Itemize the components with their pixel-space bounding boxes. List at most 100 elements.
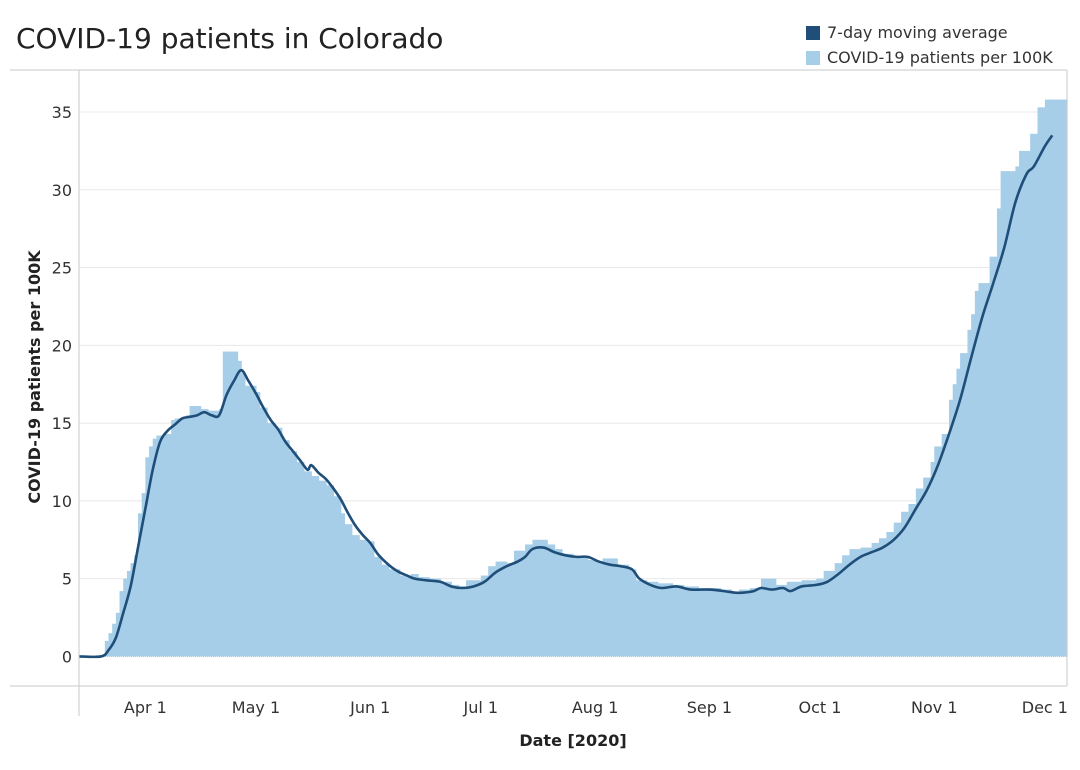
bar-2020-05-06 (274, 427, 283, 657)
bar-2020-05-18 (318, 480, 327, 657)
bar-2020-06-02 (373, 556, 382, 657)
bar-2020-07-23 (561, 553, 574, 657)
bar-2020-10-25 (908, 504, 917, 657)
x-tick-dec-1: Dec 1 (1022, 698, 1068, 717)
x-tick-jun-1: Jun 1 (349, 698, 390, 717)
bar-2020-03-22 (108, 633, 113, 657)
bar-2020-03-21 (104, 640, 110, 657)
bar-2020-12-03 (1052, 99, 1068, 657)
legend-item-patients[interactable]: COVID-19 patients per 100K (806, 45, 1053, 70)
bar-2020-06-14 (418, 577, 430, 657)
legend: 7-day moving average COVID-19 patients p… (806, 20, 1053, 70)
bar-2020-06-27 (466, 580, 482, 657)
bar-2020-10-27 (915, 488, 924, 657)
bar-2020-04-03 (152, 438, 158, 657)
bar-2020-06-12 (410, 574, 419, 657)
x-tick-oct-1: Oct 1 (799, 698, 842, 717)
bar-2020-07-30 (587, 560, 596, 657)
bar-2020-06-25 (458, 586, 467, 657)
bar-2020-11-29 (1037, 107, 1046, 657)
legend-label-moving-average: 7-day moving average (827, 23, 1008, 42)
bar-2020-11-24 (1019, 150, 1031, 657)
chart-title: COVID-19 patients in Colorado (16, 22, 444, 55)
bar-2020-07-01 (480, 575, 489, 657)
bar-2020-04-02 (149, 446, 154, 657)
bar-2020-11-07 (956, 368, 961, 657)
bar-2020-09-07 (731, 592, 740, 657)
bar-2020-12-01 (1044, 99, 1053, 657)
y-tick-10: 10 (52, 492, 72, 511)
plot-frame (10, 69, 1068, 716)
y-tick-15: 15 (52, 414, 72, 433)
bar-2020-09-30 (816, 578, 825, 657)
line-series-moving-average (78, 134, 1054, 659)
bar-2020-04-16 (200, 409, 209, 657)
moving-average-line (78, 134, 1054, 659)
bar-2020-10-09 (849, 549, 862, 657)
legend-item-moving-average[interactable]: 7-day moving average (806, 20, 1053, 45)
x-tick-nov-1: Nov 1 (911, 698, 958, 717)
bar-2020-05-25 (344, 524, 353, 657)
bar-2020-09-01 (709, 588, 722, 657)
bar-2020-10-07 (842, 555, 851, 657)
bar-2020-09-15 (761, 578, 777, 657)
bar-2020-09-22 (786, 581, 803, 657)
y-tick-35: 35 (52, 103, 72, 122)
bar-2020-06-09 (399, 575, 412, 657)
bar-2020-04-01 (145, 457, 150, 657)
y-tick-25: 25 (52, 259, 72, 278)
bar-2020-04-12 (185, 415, 191, 657)
bar-series-patients (104, 99, 1068, 657)
y-tick-20: 20 (52, 336, 72, 355)
bar-2020-05-01 (255, 392, 261, 657)
bar-2020-07-10 (514, 550, 526, 657)
bar-2020-05-24 (340, 513, 346, 657)
x-tick-jul-1: Jul 1 (463, 698, 499, 717)
bar-2020-11-23 (1015, 166, 1020, 657)
bar-2020-11-18 (996, 208, 1002, 657)
bar-2020-06-04 (381, 564, 390, 657)
bar-2020-05-02 (259, 407, 268, 657)
bar-2020-05-12 (296, 462, 305, 657)
bar-2020-06-20 (440, 581, 452, 657)
bar-2020-05-22 (333, 496, 342, 657)
bar-2020-10-12 (860, 547, 873, 657)
bar-2020-07-08 (506, 563, 515, 657)
bar-2020-07-19 (547, 544, 556, 657)
y-axis-ticks: 0 5 10 15 20 25 30 35 (52, 103, 72, 666)
bar-2020-04-08 (171, 420, 176, 657)
y-tick-30: 30 (52, 181, 72, 200)
bar-2020-11-16 (989, 256, 998, 657)
bar-2020-04-06 (163, 434, 172, 657)
bar-2020-08-01 (595, 561, 604, 657)
bar-2020-04-26 (237, 360, 242, 657)
bar-2020-07-21 (554, 549, 563, 657)
bar-2020-03-30 (137, 513, 143, 657)
bar-2020-10-21 (893, 522, 902, 657)
bar-2020-05-04 (267, 423, 275, 657)
bar-2020-10-15 (871, 542, 880, 657)
bar-2020-08-29 (698, 588, 710, 657)
bar-2020-08-12 (635, 580, 648, 657)
bar-2020-10-23 (901, 511, 910, 657)
bar-2020-09-04 (720, 589, 733, 657)
bar-2020-04-28 (244, 385, 257, 657)
y-axis-title: COVID-19 patients per 100K (25, 250, 44, 504)
bar-2020-11-01 (934, 446, 943, 657)
legend-swatch-patients (806, 50, 820, 65)
x-tick-aug-1: Aug 1 (572, 698, 619, 717)
bar-2020-04-22 (222, 351, 239, 657)
bar-2020-09-12 (749, 588, 762, 657)
bar-2020-08-15 (646, 581, 659, 657)
bar-2020-10-31 (930, 462, 935, 657)
bar-2020-11-27 (1030, 133, 1039, 657)
bar-2020-04-04 (156, 435, 165, 657)
bar-2020-08-07 (617, 564, 629, 657)
bar-2020-04-13 (189, 406, 202, 657)
bar-2020-11-19 (1000, 171, 1016, 657)
bar-2020-08-22 (672, 584, 685, 657)
bar-2020-03-27 (126, 570, 132, 657)
legend-label-patients: COVID-19 patients per 100K (827, 48, 1053, 67)
bar-2020-10-29 (923, 477, 932, 657)
bar-2020-04-21 (219, 409, 224, 657)
